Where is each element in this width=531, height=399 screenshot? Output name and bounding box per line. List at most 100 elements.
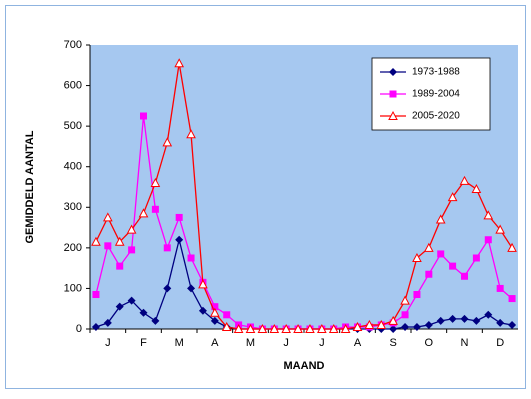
data-point <box>508 295 516 303</box>
data-point <box>151 316 160 325</box>
data-point <box>435 214 446 224</box>
legend-label: 1973-1988 <box>412 67 460 78</box>
data-point <box>211 303 219 311</box>
data-point <box>459 175 470 185</box>
data-point <box>460 314 469 323</box>
data-point <box>103 318 112 327</box>
data-point <box>328 323 339 333</box>
x-tick-label: M <box>175 337 184 349</box>
data-point <box>472 316 481 325</box>
data-point <box>269 323 280 333</box>
data-point <box>91 236 101 246</box>
data-point <box>116 262 124 270</box>
data-point <box>186 129 196 139</box>
data-point <box>507 242 517 252</box>
x-tick-label: N <box>461 337 469 349</box>
x-axis-label: MAAND <box>284 360 325 372</box>
data-point <box>257 323 268 333</box>
x-tick-label: J <box>283 337 289 349</box>
data-point <box>376 319 387 329</box>
x-tick-label: F <box>140 337 147 349</box>
data-point <box>483 210 494 220</box>
data-point <box>187 284 196 293</box>
data-point <box>436 316 445 325</box>
data-point <box>293 323 303 333</box>
data-point <box>140 112 147 120</box>
data-point <box>139 308 148 317</box>
data-point <box>162 137 173 147</box>
data-point <box>126 224 137 234</box>
data-point <box>388 315 398 325</box>
data-point <box>175 213 183 221</box>
data-point <box>91 322 100 331</box>
data-point <box>364 319 375 329</box>
data-point <box>449 262 457 270</box>
data-point <box>495 224 505 234</box>
data-point <box>115 302 124 311</box>
data-point <box>187 254 195 262</box>
data-point <box>437 250 445 258</box>
y-tick-label: 500 <box>64 120 82 132</box>
data-point <box>400 295 410 305</box>
data-point <box>138 208 149 218</box>
x-tick-label: J <box>105 337 111 349</box>
data-point <box>103 212 113 222</box>
x-tick-label: J <box>319 337 325 349</box>
data-point <box>484 310 493 319</box>
data-point <box>198 279 208 289</box>
data-point <box>221 321 232 331</box>
y-tick-label: 0 <box>76 323 82 335</box>
x-tick-label: S <box>389 337 396 349</box>
data-point <box>401 322 410 331</box>
data-point <box>175 235 184 244</box>
legend-label: 2005-2020 <box>412 111 460 122</box>
data-point <box>412 322 421 331</box>
x-tick-label: A <box>354 337 362 349</box>
data-point <box>163 244 171 252</box>
data-point <box>412 252 422 262</box>
x-tick-label: D <box>496 337 504 349</box>
data-point <box>223 311 231 319</box>
data-point <box>448 314 457 323</box>
data-point <box>317 323 327 333</box>
data-point <box>127 296 136 305</box>
data-point <box>413 291 421 299</box>
data-point <box>92 291 100 299</box>
data-point <box>401 311 409 319</box>
data-point <box>496 284 504 292</box>
legend-label: 1989-2004 <box>412 89 460 100</box>
data-point <box>209 307 220 317</box>
legend-marker <box>389 90 397 98</box>
data-point <box>210 316 219 325</box>
data-point <box>198 306 207 315</box>
x-tick-label: O <box>425 337 434 349</box>
y-tick-label: 600 <box>64 79 82 91</box>
legend-marker <box>389 68 397 76</box>
data-point <box>151 205 159 213</box>
data-point <box>174 58 185 68</box>
data-point <box>114 236 125 246</box>
y-tick-label: 700 <box>64 39 82 51</box>
data-point <box>389 325 398 333</box>
data-point <box>425 270 433 278</box>
data-point <box>150 177 161 187</box>
y-tick-label: 400 <box>64 161 82 173</box>
data-point <box>233 323 244 333</box>
y-axis-label: GEMIDDELD AANTAL <box>24 130 36 243</box>
data-point <box>352 321 363 331</box>
data-point <box>471 183 482 194</box>
data-point <box>508 320 517 329</box>
data-point <box>340 323 351 333</box>
data-point <box>104 242 112 250</box>
data-point <box>245 323 256 333</box>
y-tick-label: 200 <box>64 242 82 254</box>
data-point <box>281 323 291 333</box>
y-tick-label: 300 <box>64 201 82 213</box>
series-line <box>95 63 513 330</box>
x-tick-label: A <box>211 337 219 349</box>
legend-marker <box>388 110 398 120</box>
data-point <box>447 192 458 202</box>
data-point <box>424 320 433 329</box>
data-point <box>484 236 492 244</box>
x-tick-label: M <box>246 337 255 349</box>
